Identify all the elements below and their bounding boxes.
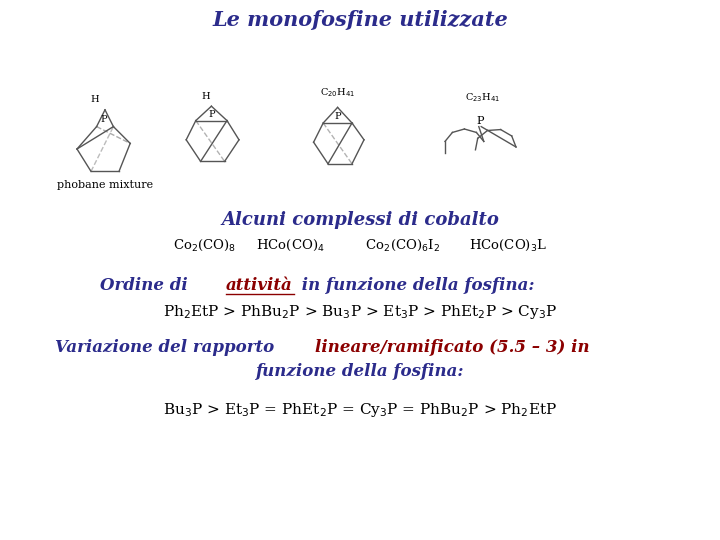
Text: C$_{20}$H$_{41}$: C$_{20}$H$_{41}$ (320, 86, 355, 99)
Text: Bu$_3$P > Et$_3$P = PhEt$_2$P = Cy$_3$P = PhBu$_2$P > Ph$_2$EtP: Bu$_3$P > Et$_3$P = PhEt$_2$P = Cy$_3$P … (163, 401, 557, 419)
Text: Alcuni complessi di cobalto: Alcuni complessi di cobalto (221, 211, 499, 229)
Text: P: P (334, 112, 341, 121)
Text: lineare/ramificato (5.5 – 3) in: lineare/ramificato (5.5 – 3) in (315, 339, 590, 355)
Text: attività: attività (226, 276, 293, 294)
Text: Co$_2$(CO)$_8$     HCo(CO)$_4$          Co$_2$(CO)$_6$I$_2$       HCo(CO)$_3$L: Co$_2$(CO)$_8$ HCo(CO)$_4$ Co$_2$(CO)$_6… (173, 238, 547, 253)
Text: Le monofosfine utilizzate: Le monofosfine utilizzate (212, 10, 508, 30)
Text: P: P (208, 110, 215, 119)
Text: funzione della fosfina:: funzione della fosfina: (256, 363, 464, 381)
Text: Variazione del rapporto: Variazione del rapporto (55, 339, 280, 355)
Text: in funzione della fosfina:: in funzione della fosfina: (296, 276, 534, 294)
Text: C$_{23}$H$_{41}$: C$_{23}$H$_{41}$ (465, 91, 500, 104)
Text: P: P (100, 115, 107, 124)
Text: Ph$_2$EtP > PhBu$_2$P > Bu$_3$P > Et$_3$P > PhEt$_2$P > Cy$_3$P: Ph$_2$EtP > PhBu$_2$P > Bu$_3$P > Et$_3$… (163, 303, 557, 321)
Text: Ordine di: Ordine di (100, 276, 194, 294)
Text: P: P (476, 116, 484, 126)
Text: H: H (91, 96, 99, 105)
Text: H: H (201, 92, 210, 101)
Text: phobane mixture: phobane mixture (57, 180, 153, 190)
